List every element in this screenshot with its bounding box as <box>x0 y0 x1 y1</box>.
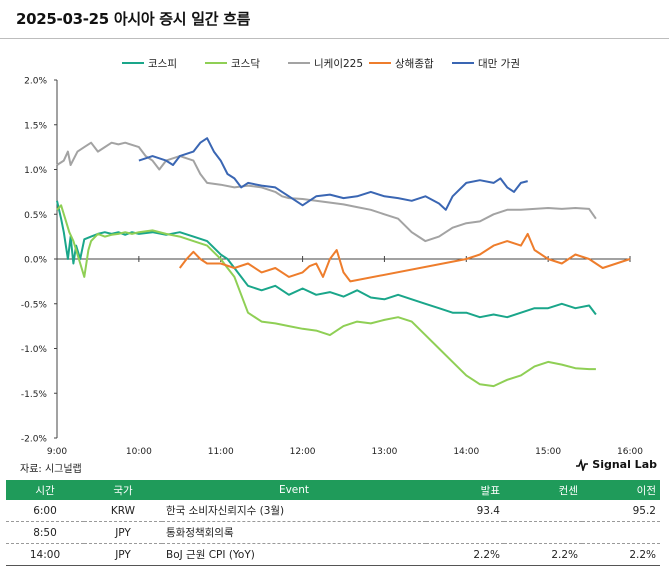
series-line <box>56 204 596 388</box>
source-note: 자료: 시그널랩 <box>20 464 82 475</box>
cell-actual <box>426 521 504 544</box>
series-line <box>56 200 597 319</box>
col-actual: 발표 <box>426 480 504 500</box>
x-tick-label: 12:00 <box>290 447 316 457</box>
cell-country: KRW <box>84 500 162 522</box>
table-row: 14:00 JPY BoJ 근원 CPI (YoY) 2.2% 2.2% 2.2… <box>6 543 660 566</box>
legend-label: 코스닥 <box>231 58 260 70</box>
y-tick-label: -1.0% <box>21 345 48 355</box>
economic-events-table: 시간 국가 Event 발표 컨센 이전 6:00 KRW 한국 소비자신뢰지수… <box>6 480 660 566</box>
cell-event: 통화정책회의록 <box>162 521 426 544</box>
x-tick-label: 16:00 <box>617 447 643 457</box>
table-row: 8:50 JPY 통화정책회의록 <box>6 521 660 544</box>
cell-event: BoJ 근원 CPI (YoY) <box>162 543 426 566</box>
col-time: 시간 <box>6 480 84 500</box>
x-tick-label: 14:00 <box>453 447 479 457</box>
cell-time: 8:50 <box>6 521 84 544</box>
y-tick-label: -2.0% <box>21 435 48 445</box>
brand-logo: Signal Lab <box>576 458 657 471</box>
y-tick-label: -0.5% <box>21 300 48 310</box>
cell-country: JPY <box>84 543 162 566</box>
legend-label: 니케이225 <box>314 58 363 70</box>
page-title: 2025-03-25 아시아 증시 일간 흐름 <box>16 10 251 28</box>
col-country: 국가 <box>84 480 162 500</box>
x-tick-label: 9:00 <box>47 447 67 457</box>
cell-time: 6:00 <box>6 500 84 522</box>
x-tick-label: 15:00 <box>535 447 561 457</box>
cell-previous: 2.2% <box>582 543 660 566</box>
cell-previous: 95.2 <box>582 500 660 522</box>
legend-label: 코스피 <box>148 58 177 70</box>
series-line <box>56 141 597 243</box>
x-tick-label: 11:00 <box>208 447 234 457</box>
y-tick-label: 2.0% <box>24 77 47 87</box>
col-previous: 이전 <box>582 480 660 500</box>
signal-icon <box>576 458 589 471</box>
series-line <box>179 232 631 283</box>
series-line <box>138 137 528 211</box>
table-header-row: 시간 국가 Event 발표 컨센 이전 <box>6 480 660 500</box>
legend-label: 대만 가권 <box>478 58 520 70</box>
cell-event: 한국 소비자신뢰지수 (3월) <box>162 500 426 522</box>
x-tick-label: 10:00 <box>126 447 152 457</box>
x-tick-label: 13:00 <box>371 447 397 457</box>
title-divider <box>0 38 669 39</box>
cell-consensus: 2.2% <box>504 543 582 566</box>
brand-name: Signal Lab <box>592 458 657 471</box>
line-chart: 코스피 코스닥 니케이225 상해종합 대만 가권 2.0% 1.5% 1.0% 0.5% 0.0… <box>21 57 643 457</box>
cell-previous <box>582 521 660 544</box>
y-tick-label: 0.0% <box>24 256 47 266</box>
y-tick-label: -1.5% <box>21 390 48 400</box>
cell-consensus <box>504 500 582 522</box>
y-tick-label: 1.5% <box>24 121 47 131</box>
y-tick-label: 0.5% <box>24 211 47 221</box>
cell-actual: 2.2% <box>426 543 504 566</box>
legend-label: 상해종합 <box>395 57 434 70</box>
col-consensus: 컨센 <box>504 480 582 500</box>
table-row: 6:00 KRW 한국 소비자신뢰지수 (3월) 93.4 95.2 <box>6 500 660 522</box>
cell-actual: 93.4 <box>426 500 504 522</box>
cell-time: 14:00 <box>6 543 84 566</box>
cell-country: JPY <box>84 521 162 544</box>
y-tick-label: 1.0% <box>24 166 47 176</box>
cell-consensus <box>504 521 582 544</box>
col-event: Event <box>162 480 426 500</box>
